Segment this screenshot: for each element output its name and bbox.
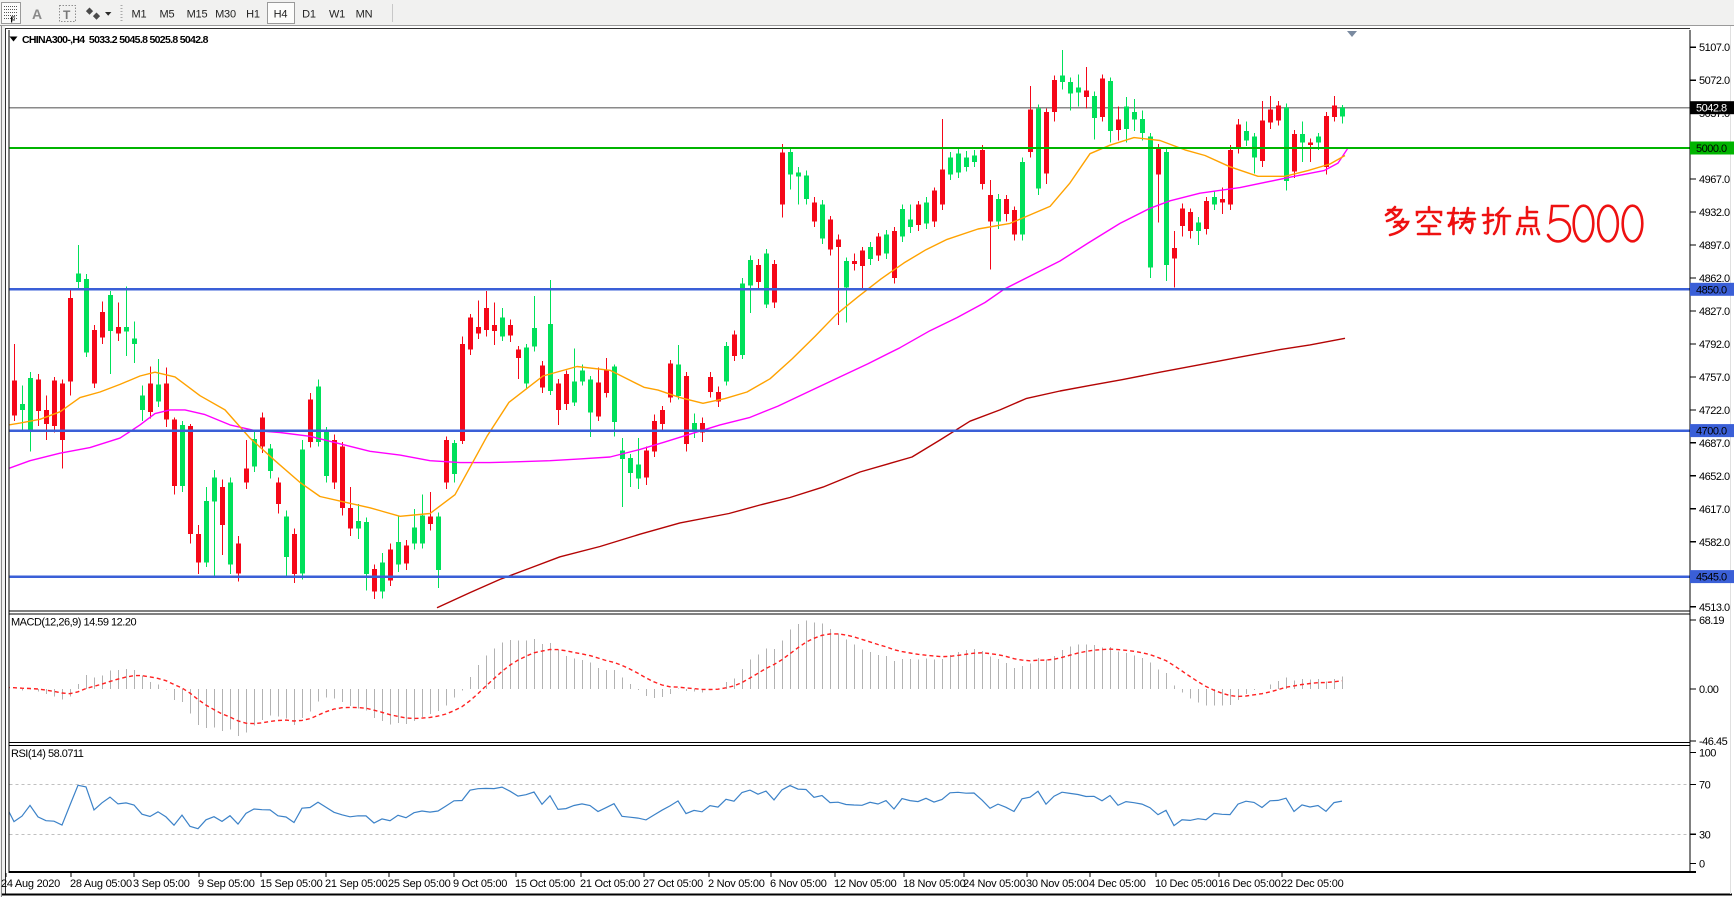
svg-text:4652.0: 4652.0 xyxy=(1699,471,1730,483)
svg-text:4700.0: 4700.0 xyxy=(1696,426,1727,438)
svg-text:100: 100 xyxy=(1699,748,1716,760)
svg-text:24 Aug 2020: 24 Aug 2020 xyxy=(1,878,60,890)
svg-text:3 Sep 05:00: 3 Sep 05:00 xyxy=(133,878,190,890)
svg-text:4827.0: 4827.0 xyxy=(1699,306,1730,318)
svg-text:MACD(12,26,9) 14.59 12.20: MACD(12,26,9) 14.59 12.20 xyxy=(11,617,136,629)
svg-text:15 Sep 05:00: 15 Sep 05:00 xyxy=(260,878,323,890)
svg-text:70: 70 xyxy=(1699,780,1711,792)
svg-text:5107.0: 5107.0 xyxy=(1699,42,1730,54)
svg-text:21 Oct 05:00: 21 Oct 05:00 xyxy=(580,878,640,890)
svg-text:9 Sep 05:00: 9 Sep 05:00 xyxy=(198,878,255,890)
svg-text:4850.0: 4850.0 xyxy=(1696,284,1727,296)
svg-text:M5: M5 xyxy=(160,9,175,21)
svg-text:9 Oct 05:00: 9 Oct 05:00 xyxy=(453,878,507,890)
svg-text:6 Nov 05:00: 6 Nov 05:00 xyxy=(770,878,827,890)
svg-text:F: F xyxy=(11,16,16,25)
svg-text:4513.0: 4513.0 xyxy=(1699,602,1730,614)
svg-text:RSI(14) 58.0711: RSI(14) 58.0711 xyxy=(11,748,84,760)
svg-text:M1: M1 xyxy=(132,9,147,21)
svg-text:2 Nov 05:00: 2 Nov 05:00 xyxy=(708,878,765,890)
svg-text:M15: M15 xyxy=(187,9,208,21)
svg-text:5042.8: 5042.8 xyxy=(1696,103,1727,115)
svg-text:4757.0: 4757.0 xyxy=(1699,372,1730,384)
svg-text:MN: MN xyxy=(356,9,373,21)
svg-text:0.00: 0.00 xyxy=(1699,684,1719,696)
svg-text:-46.45: -46.45 xyxy=(1699,736,1728,748)
svg-text:A: A xyxy=(32,6,42,22)
svg-text:18 Nov 05:00: 18 Nov 05:00 xyxy=(903,878,966,890)
svg-text:0: 0 xyxy=(1699,859,1705,871)
svg-text:H4: H4 xyxy=(274,9,288,21)
svg-text:H1: H1 xyxy=(246,9,260,21)
svg-text:CHINA300-,H4 5033.2 5045.8 50: CHINA300-,H4 5033.2 5045.8 5025.8 5042.8 xyxy=(22,34,209,46)
svg-text:22 Dec 05:00: 22 Dec 05:00 xyxy=(1281,878,1344,890)
svg-text:W1: W1 xyxy=(329,9,345,21)
svg-text:4 Dec 05:00: 4 Dec 05:00 xyxy=(1089,878,1146,890)
svg-text:4932.0: 4932.0 xyxy=(1699,207,1730,219)
svg-text:4687.0: 4687.0 xyxy=(1699,438,1730,450)
svg-text:68.19: 68.19 xyxy=(1699,615,1724,627)
svg-text:15 Oct 05:00: 15 Oct 05:00 xyxy=(515,878,575,890)
svg-text:5072.0: 5072.0 xyxy=(1699,75,1730,87)
svg-text:4897.0: 4897.0 xyxy=(1699,240,1730,252)
svg-text:D1: D1 xyxy=(302,9,316,21)
svg-text:12 Nov 05:00: 12 Nov 05:00 xyxy=(834,878,897,890)
svg-text:30: 30 xyxy=(1699,829,1711,841)
svg-text:M30: M30 xyxy=(215,9,236,21)
svg-text:4967.0: 4967.0 xyxy=(1699,174,1730,186)
svg-text:24 Nov 05:00: 24 Nov 05:00 xyxy=(963,878,1026,890)
svg-text:10 Dec 05:00: 10 Dec 05:00 xyxy=(1155,878,1218,890)
svg-text:16 Dec 05:00: 16 Dec 05:00 xyxy=(1218,878,1281,890)
svg-text:5000.0: 5000.0 xyxy=(1696,143,1727,155)
svg-text:4545.0: 4545.0 xyxy=(1696,572,1727,584)
svg-text:4862.0: 4862.0 xyxy=(1699,273,1730,285)
svg-text:T: T xyxy=(63,8,71,22)
svg-text:27 Oct 05:00: 27 Oct 05:00 xyxy=(643,878,703,890)
svg-text:4792.0: 4792.0 xyxy=(1699,339,1730,351)
svg-text:4617.0: 4617.0 xyxy=(1699,504,1730,516)
svg-text:28 Aug 05:00: 28 Aug 05:00 xyxy=(70,878,132,890)
svg-text:4582.0: 4582.0 xyxy=(1699,537,1730,549)
svg-text:21 Sep 05:00: 21 Sep 05:00 xyxy=(325,878,388,890)
svg-text:30 Nov 05:00: 30 Nov 05:00 xyxy=(1026,878,1089,890)
svg-text:25 Sep 05:00: 25 Sep 05:00 xyxy=(388,878,451,890)
svg-text:4722.0: 4722.0 xyxy=(1699,405,1730,417)
